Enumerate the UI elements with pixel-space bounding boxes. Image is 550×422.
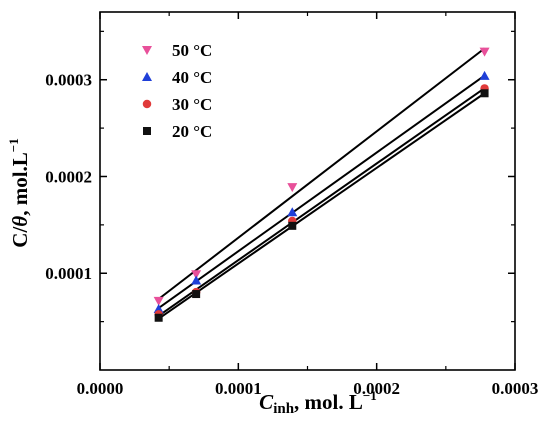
y-axis-title-theta: θ	[8, 216, 32, 227]
data-point	[191, 270, 202, 280]
fit-lines	[158, 47, 486, 320]
legend-label: 40 °C	[172, 68, 212, 87]
fit-line	[158, 74, 486, 309]
x-tick-label: 0.0001	[215, 379, 262, 398]
data-point	[480, 89, 489, 98]
x-tick-label: 0.0003	[492, 379, 539, 398]
data-point	[287, 183, 298, 193]
data-markers	[153, 47, 490, 322]
x-axis-title: Cinh, mol. L−1	[259, 388, 377, 417]
fit-line	[158, 87, 486, 317]
y-tick-label: 0.0001	[45, 264, 92, 283]
axes: 0.0000 0.0001 0.0002 0.0003 0.0001 0.0002 0.00…	[45, 11, 539, 398]
x-tick-label: 0.0000	[77, 379, 124, 398]
legend-label: 50 °C	[172, 41, 212, 60]
x-tick-label: 0.0002	[353, 379, 400, 398]
y-tick-label: 0.0003	[45, 71, 92, 90]
legend-label: 20 °C	[172, 122, 212, 141]
data-point	[153, 296, 164, 306]
legend-marker	[142, 46, 152, 55]
data-point	[287, 207, 298, 217]
x-axis-title-sub: inh	[273, 401, 295, 417]
legend: 50 °C 40 °C 30 °C 20 °C	[142, 41, 212, 141]
data-point	[153, 304, 164, 314]
fit-line	[158, 47, 486, 300]
data-point	[154, 313, 163, 322]
data-point	[479, 70, 490, 80]
data-point	[479, 47, 490, 57]
y-tick-label: 0.0002	[45, 167, 92, 186]
y-axis-title-main: C/	[8, 226, 32, 248]
data-point	[288, 221, 297, 230]
y-axis-title: C/θ, mol.L−1	[6, 138, 32, 247]
y-axis-title-rest: , mol.L	[8, 152, 32, 216]
data-point	[192, 290, 201, 299]
x-axis-title-sup: −1	[363, 388, 377, 403]
legend-marker	[143, 127, 151, 135]
legend-marker	[142, 72, 152, 81]
fit-line	[158, 92, 486, 320]
x-axis-title-main: C	[259, 390, 274, 414]
data-point	[191, 275, 202, 285]
y-axis-title-sup: −1	[6, 138, 21, 152]
x-axis-title-rest: , mol. L	[294, 390, 363, 414]
legend-label: 30 °C	[172, 95, 212, 114]
legend-marker	[142, 99, 152, 109]
